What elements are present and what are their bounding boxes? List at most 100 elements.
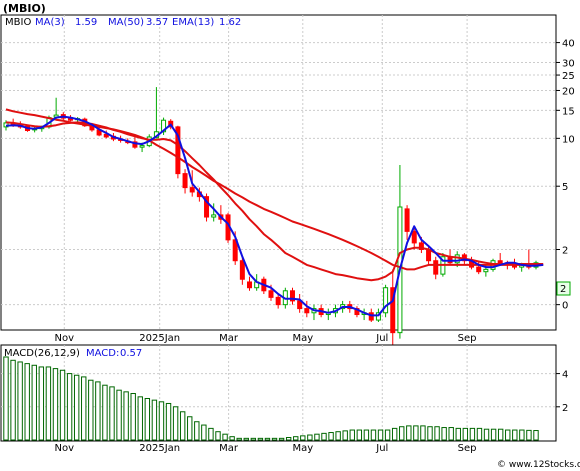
macd-x-tick-label: Sep xyxy=(458,443,477,454)
candle-body xyxy=(289,290,295,302)
price-x-tick-label: Mar xyxy=(219,333,239,344)
macd-bar xyxy=(314,433,320,441)
macd-bar xyxy=(356,429,363,441)
legend-ma3: MA(3) xyxy=(35,17,65,28)
candle-body xyxy=(211,214,217,218)
macd-bars xyxy=(3,356,539,441)
price-panel-frame xyxy=(0,14,557,331)
macd-bar xyxy=(300,435,306,441)
macd-x-tick-label: 2025Jan xyxy=(139,443,180,454)
macd-bar xyxy=(285,437,292,441)
macd-bar xyxy=(377,429,384,441)
macd-bar xyxy=(3,356,9,441)
macd-bar xyxy=(427,426,433,441)
macd-bar xyxy=(215,431,221,441)
macd-legend: MACD(26,12,9) MACD: 0.57 xyxy=(4,348,142,359)
macd-bar xyxy=(257,437,264,441)
price-y-tick-label: 10 xyxy=(562,134,575,145)
candle-body xyxy=(232,239,238,262)
macd-bar xyxy=(505,429,511,441)
macd-bar xyxy=(194,421,200,441)
candle-body xyxy=(411,230,417,244)
macd-bar xyxy=(497,428,504,441)
macd-bar xyxy=(349,429,355,441)
candle-body xyxy=(383,287,389,314)
price-legend: MBIO MA(3) 1.59 MA(50) 3.57 EMA(13) 1.62 xyxy=(5,17,241,28)
price-y-tick-label: 40 xyxy=(562,39,575,50)
footer-watermark: © www.12Stocks.com xyxy=(497,460,580,470)
price-y-tick-label: 25 xyxy=(562,71,575,82)
macd-legend-label: MACD(26,12,9) xyxy=(4,348,80,359)
macd-bar xyxy=(406,425,412,441)
price-x-tick-label: Sep xyxy=(458,333,477,344)
legend-ema13-value: 1.62 xyxy=(219,17,241,28)
macd-bar xyxy=(483,428,490,441)
candle-body xyxy=(390,287,396,334)
candle-body xyxy=(368,312,374,321)
last-price-label: 2 xyxy=(560,284,566,295)
macd-panel-frame xyxy=(0,344,557,442)
candle-body xyxy=(304,308,310,314)
macd-bar xyxy=(363,429,370,441)
price-series xyxy=(3,87,544,346)
price-y-tick-label: 0 xyxy=(562,301,568,312)
macd-bar xyxy=(271,437,278,441)
price-x-axis: Nov 2025Jan Mar May Jul Sep xyxy=(55,333,477,344)
macd-bar xyxy=(45,366,52,441)
macd-bar xyxy=(222,433,228,441)
macd-bar xyxy=(81,376,87,441)
macd-bar xyxy=(448,427,454,441)
candle-body xyxy=(182,173,188,189)
candle-body xyxy=(175,126,181,175)
macd-bar xyxy=(31,364,37,441)
candle-body xyxy=(404,208,410,232)
macd-bar xyxy=(264,437,271,441)
macd-bar xyxy=(399,426,405,441)
macd-bar xyxy=(172,406,179,441)
macd-bar xyxy=(229,436,235,441)
macd-bar xyxy=(391,427,398,441)
macd-bar xyxy=(66,373,73,441)
macd-bar xyxy=(137,396,143,441)
macd-bar xyxy=(384,429,391,441)
macd-bar xyxy=(519,429,525,441)
macd-x-tick-label: Nov xyxy=(55,443,75,454)
candle-body xyxy=(476,266,482,273)
candle-body xyxy=(418,242,424,250)
macd-y-axis: 42 xyxy=(556,370,568,414)
macd-bar xyxy=(52,368,59,441)
candle-body xyxy=(375,312,381,321)
macd-bar xyxy=(335,431,341,441)
price-x-tick-label: 2025Jan xyxy=(139,333,180,344)
macd-bar xyxy=(187,416,193,441)
macd-legend-value-label: MACD: xyxy=(86,348,119,359)
macd-bar xyxy=(109,386,115,441)
price-x-tick-label: Nov xyxy=(55,333,75,344)
candle-body xyxy=(247,281,253,289)
macd-bar xyxy=(455,427,461,441)
macd-x-tick-label: Mar xyxy=(219,443,239,454)
macd-bar xyxy=(208,427,214,441)
macd-bar xyxy=(102,384,108,441)
macd-bar xyxy=(24,363,30,441)
macd-bar xyxy=(144,397,151,441)
legend-ma3-value: 1.59 xyxy=(75,17,97,28)
legend-ma50: MA(50) xyxy=(108,17,144,28)
macd-y-tick-label: 4 xyxy=(562,370,568,381)
price-x-tick-label: May xyxy=(292,333,313,344)
candle-body xyxy=(204,196,210,218)
macd-bar xyxy=(533,430,539,441)
candle-body xyxy=(239,260,245,280)
candle-body xyxy=(189,187,195,193)
macd-bar xyxy=(526,429,532,441)
macd-bar xyxy=(151,399,158,441)
macd-bar xyxy=(95,381,101,441)
macd-bar xyxy=(307,434,313,441)
macd-bar xyxy=(10,359,16,441)
macd-bar xyxy=(512,429,518,441)
ema13-line xyxy=(5,121,544,282)
macd-bar xyxy=(130,393,136,441)
macd-bar xyxy=(434,426,440,441)
chart-title: (MBIO) xyxy=(3,2,46,15)
